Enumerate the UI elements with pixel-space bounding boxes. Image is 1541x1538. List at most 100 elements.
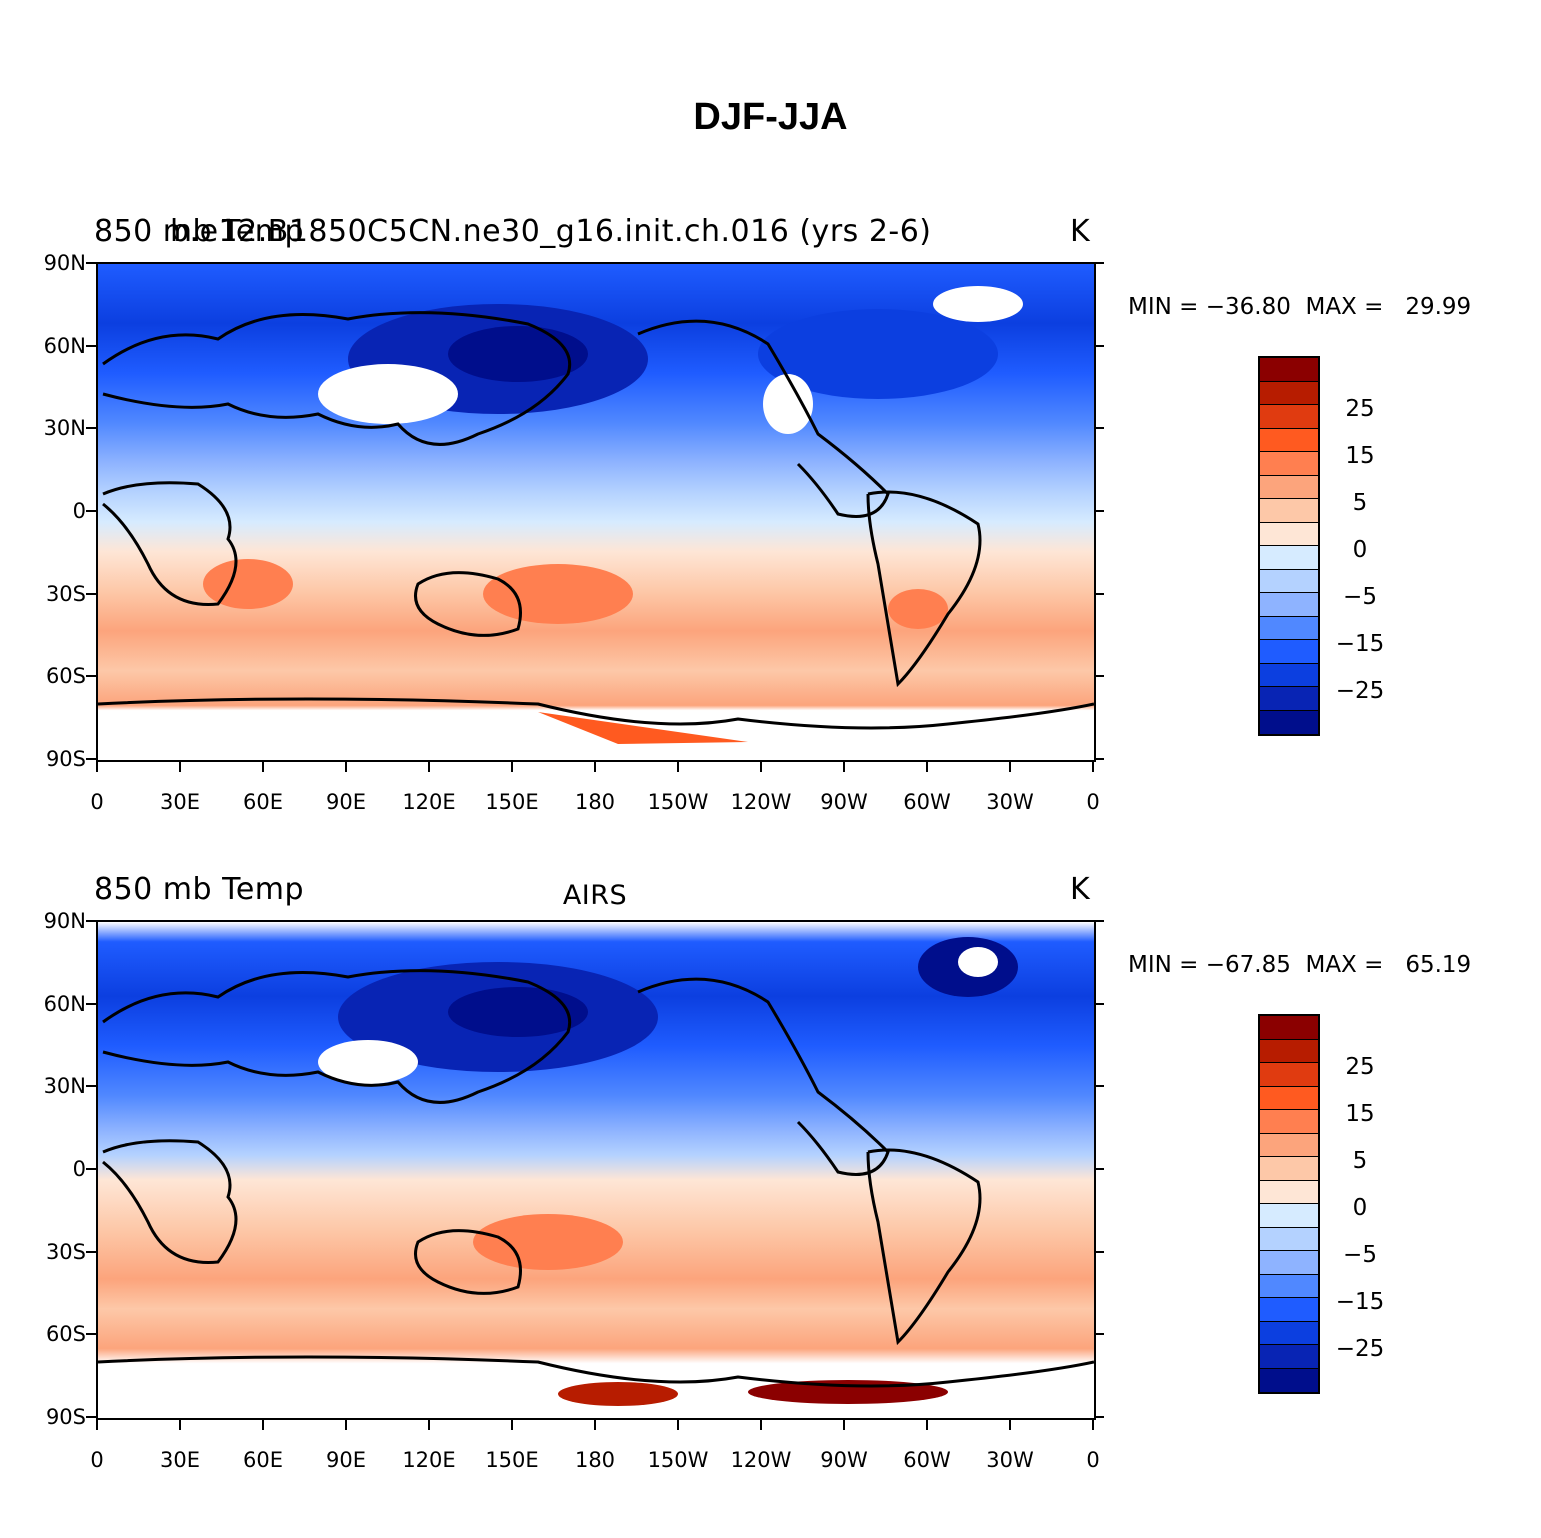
coastlines xyxy=(98,311,1094,730)
colorbar-bin xyxy=(1260,1204,1318,1228)
x-tick xyxy=(594,760,596,772)
colorbar-bin xyxy=(1260,1251,1318,1275)
x-tick xyxy=(677,760,679,772)
colorbar-label: 25 xyxy=(1345,1054,1375,1080)
tibet-mask xyxy=(318,364,458,424)
y-tick xyxy=(86,1250,96,1253)
x-tick xyxy=(511,1418,513,1430)
x-tick xyxy=(345,1418,347,1430)
y-tick-label: 90S xyxy=(45,1405,86,1429)
x-tick-label: 30E xyxy=(160,790,200,814)
x-tick xyxy=(345,760,347,772)
x-tick xyxy=(96,1418,98,1430)
y-tick xyxy=(86,1333,96,1336)
x-tick-label: 180 xyxy=(574,790,616,814)
x-tick xyxy=(428,760,430,772)
units-label: K xyxy=(1070,872,1091,907)
x-tick-label: 0 xyxy=(1086,790,1100,814)
colorbar-bin xyxy=(1260,663,1318,687)
x-tick xyxy=(760,760,762,772)
y-tick xyxy=(86,758,96,760)
y-tick xyxy=(1094,1416,1104,1418)
colorbar-label: 15 xyxy=(1345,443,1375,469)
colorbar-bin xyxy=(1260,1368,1318,1392)
y-tick-label: 0 xyxy=(72,499,86,523)
x-tick-label: 180 xyxy=(574,1448,616,1472)
y-tick xyxy=(1094,1085,1104,1088)
colorbar xyxy=(1258,356,1320,736)
units-label: K xyxy=(1070,214,1091,249)
x-tick-label: 60E xyxy=(243,790,283,814)
colorbar-label: 5 xyxy=(1352,490,1368,516)
x-tick xyxy=(511,760,513,772)
australia-warm xyxy=(473,1214,623,1270)
rockies-mask xyxy=(763,374,813,434)
colorbar-bin xyxy=(1260,710,1318,734)
colorbar-bin xyxy=(1260,522,1318,546)
y-tick xyxy=(86,920,96,922)
colorbar-label: −5 xyxy=(1343,1242,1377,1268)
x-tick-label: 150W xyxy=(647,790,709,814)
colorbar-bin xyxy=(1260,593,1318,617)
sa-warm xyxy=(888,589,948,629)
x-tick-label: 60W xyxy=(903,790,951,814)
colorbar-bin xyxy=(1260,358,1318,382)
colorbar-label: 15 xyxy=(1345,1101,1375,1127)
colorbar-bin xyxy=(1260,1157,1318,1181)
y-tick xyxy=(1094,510,1104,512)
x-tick xyxy=(262,760,264,772)
panel-model: 850 mb Temp b.e12.B1850C5CN.ne30_g16.ini… xyxy=(0,214,1541,874)
panel-left-title: 850 mb Temp xyxy=(94,214,305,249)
temperature-map xyxy=(96,262,1096,762)
y-tick xyxy=(86,1085,96,1088)
colorbar-label: 25 xyxy=(1345,396,1375,422)
y-tick xyxy=(1094,675,1104,678)
x-tick-label: 90E xyxy=(326,790,366,814)
colorbar-label: 5 xyxy=(1352,1148,1368,1174)
max-value: MAX = 65.19 xyxy=(1305,952,1472,978)
y-tick-label: 90N xyxy=(43,909,86,933)
x-tick xyxy=(179,760,181,772)
y-tick xyxy=(86,510,96,512)
colorbar-bin xyxy=(1260,1345,1318,1369)
y-tick-label: 60N xyxy=(43,991,86,1016)
x-tick xyxy=(677,1418,679,1430)
x-tick xyxy=(760,1418,762,1430)
x-tick-label: 30W xyxy=(986,790,1034,814)
x-tick xyxy=(1092,1418,1094,1430)
y-tick xyxy=(86,1168,96,1170)
figure-title: DJF-JJA xyxy=(693,96,848,138)
x-tick-label: 30E xyxy=(160,1448,200,1472)
colorbar-bin xyxy=(1260,1274,1318,1298)
colorbar-bin xyxy=(1260,640,1318,664)
tibet-mask xyxy=(318,1040,418,1084)
panel-center-title: AIRS xyxy=(562,880,628,911)
x-tick-label: 90W xyxy=(820,790,868,814)
colorbar-bin xyxy=(1260,452,1318,476)
max-value: MAX = 29.99 xyxy=(1305,294,1472,320)
colorbar-label: −15 xyxy=(1335,631,1385,657)
colorbar-label: −5 xyxy=(1343,584,1377,610)
colorbar-bin xyxy=(1260,428,1318,452)
x-tick-label: 90E xyxy=(326,1448,366,1472)
colorbar-bin xyxy=(1260,499,1318,523)
min-value: MIN = −36.80 xyxy=(1128,294,1291,320)
y-tick xyxy=(86,344,96,347)
colorbar-bin xyxy=(1260,616,1318,640)
panel-center-title: b.e12.B1850C5CN.ne30_g16.init.ch.016 (yr… xyxy=(170,214,932,249)
y-tick xyxy=(1094,1002,1104,1005)
colorbar-label: −25 xyxy=(1335,1336,1385,1362)
x-tick-label: 0 xyxy=(90,1448,104,1472)
y-tick xyxy=(1094,427,1104,430)
y-tick-label: 30S xyxy=(45,581,86,606)
y-tick xyxy=(1094,344,1104,347)
x-tick-label: 0 xyxy=(1086,1448,1100,1472)
x-tick xyxy=(1092,760,1094,772)
min-value: MIN = −67.85 xyxy=(1128,952,1291,978)
colorbar-bin xyxy=(1260,546,1318,570)
x-tick xyxy=(1009,760,1011,772)
colorbar-bin xyxy=(1260,1016,1318,1040)
y-tick xyxy=(86,592,96,595)
colorbar-bin xyxy=(1260,381,1318,405)
colorbar-label: −15 xyxy=(1335,1289,1385,1315)
